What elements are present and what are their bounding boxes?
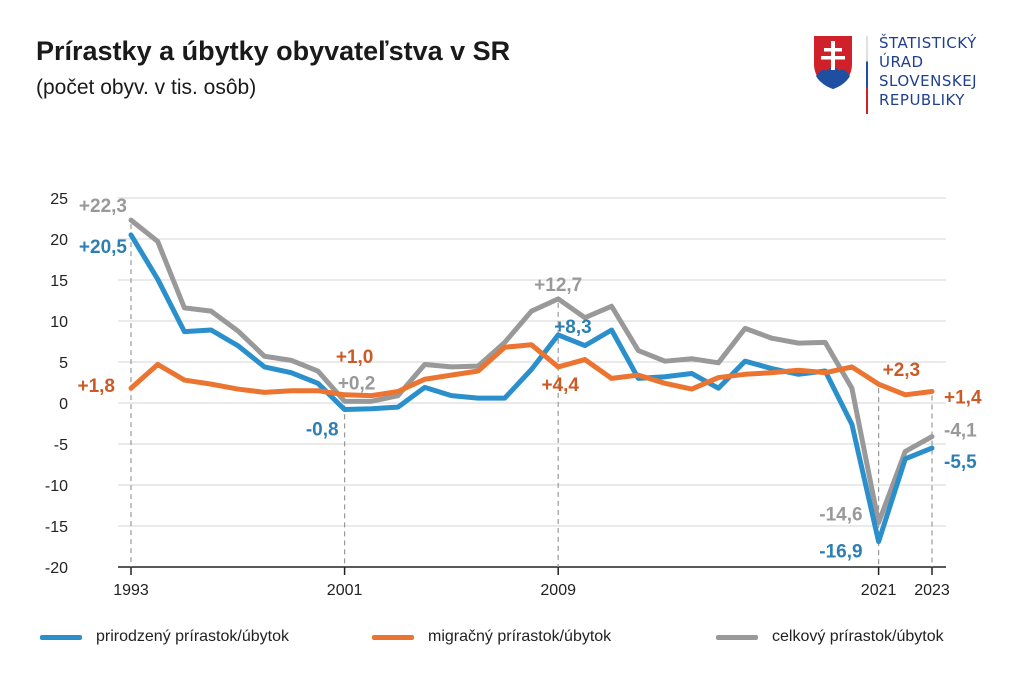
y-tick-label: -20 <box>45 560 68 577</box>
line-chart: 25 20 15 10 5 0 -5 -10 -15 -20 1993 2001 2009 2021 202… <box>45 191 982 599</box>
data-label: +20,5 <box>79 237 128 258</box>
y-tick-label: 25 <box>50 191 68 208</box>
data-label: +2,3 <box>883 360 921 381</box>
data-label: +1,8 <box>77 376 115 397</box>
y-tick-label: -10 <box>45 478 68 495</box>
legend-label: celkový prírastok/úbytok <box>772 628 944 645</box>
data-label: +12,7 <box>534 275 582 296</box>
data-label: +22,3 <box>79 196 127 217</box>
y-tick-label: 15 <box>50 273 68 290</box>
logo-line: REPUBLIKY <box>879 91 965 109</box>
data-label: -16,9 <box>819 542 862 563</box>
legend-item-total: celkový prírastok/úbytok <box>716 628 944 646</box>
logo-line: ŠTATISTICKÝ <box>879 34 977 52</box>
y-tick-label: 0 <box>59 396 68 413</box>
chart-title: Prírastky a úbytky obyvateľstva v SR <box>36 36 511 66</box>
legend-label: prirodzený prírastok/úbytok <box>96 628 289 645</box>
logo-line: SLOVENSKEJ <box>879 72 978 90</box>
legend-swatch <box>372 634 414 640</box>
y-tick-label: 5 <box>59 355 68 372</box>
x-tick-label: 2009 <box>540 582 576 599</box>
x-tick-label: 2023 <box>914 582 950 599</box>
coat-of-arms-icon <box>814 36 852 89</box>
data-label: +1,4 <box>944 388 982 409</box>
data-label: -4,1 <box>944 421 977 442</box>
data-label: -0,8 <box>306 420 339 441</box>
x-tick-label: 1993 <box>113 582 149 599</box>
series-line-0 <box>128 232 935 545</box>
logo-divider <box>866 36 868 114</box>
logo-line: ÚRAD <box>879 53 924 71</box>
data-label: +1,0 <box>336 347 374 368</box>
data-label: +4,4 <box>541 375 579 396</box>
y-tick-label: -5 <box>54 437 68 454</box>
logo-text: ŠTATISTICKÝ ÚRAD SLOVENSKEJ REPUBLIKY <box>879 34 977 110</box>
data-label: -5,5 <box>944 452 977 473</box>
series-line-2 <box>128 217 935 526</box>
data-label: +8,3 <box>554 317 592 338</box>
chart-subtitle: (počet obyv. v tis. osôb) <box>36 76 257 99</box>
y-tick-label: 10 <box>50 314 68 331</box>
x-tick-label: 2001 <box>327 582 363 599</box>
legend-item-migration: migračný prírastok/úbytok <box>372 628 611 646</box>
data-label: -14,6 <box>819 505 862 526</box>
legend-swatch <box>716 634 758 640</box>
legend-item-natural: prirodzený prírastok/úbytok <box>40 628 289 646</box>
x-tick-label: 2021 <box>861 582 897 599</box>
y-tick-label: -15 <box>45 519 68 536</box>
y-tick-label: 20 <box>50 232 68 249</box>
series-line-1 <box>128 342 935 399</box>
data-label: +0,2 <box>338 373 376 394</box>
legend-label: migračný prírastok/úbytok <box>428 628 612 645</box>
legend-swatch <box>40 634 82 640</box>
